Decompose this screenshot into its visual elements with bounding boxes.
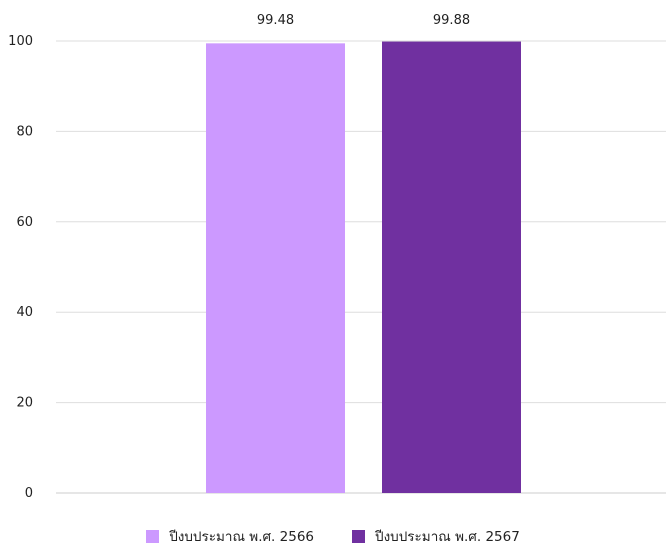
data-label-series-2: 99.88 [433,13,470,28]
y-tick-label-40: 40 [16,305,33,320]
y-tick-label-60: 60 [16,215,33,230]
legend-item-series-2: ปีงบประมาณ พ.ศ. 2567 [352,525,520,547]
legend-swatch-series-2 [352,529,365,543]
legend-item-series-1: ปีงบประมาณ พ.ศ. 2566 [146,525,314,547]
y-tick-label-20: 20 [16,396,33,411]
y-tick-label-0: 0 [25,486,33,501]
y-tick-label-100: 100 [8,34,33,49]
legend-swatch-series-1 [146,529,160,543]
y-tick-label-80: 80 [16,124,33,139]
legend-label-series-1: ปีงบประมาณ พ.ศ. 2566 [169,529,314,545]
data-label-series-1: 99.48 [257,13,294,28]
legend-label-series-2: ปีงบประมาณ พ.ศ. 2567 [375,529,520,545]
bar-series-2 [382,41,521,494]
chart-legend: ปีงบประมาณ พ.ศ. 2566 ปีงบประมาณ พ.ศ. 256… [0,525,666,547]
bar-series-1 [206,43,345,493]
